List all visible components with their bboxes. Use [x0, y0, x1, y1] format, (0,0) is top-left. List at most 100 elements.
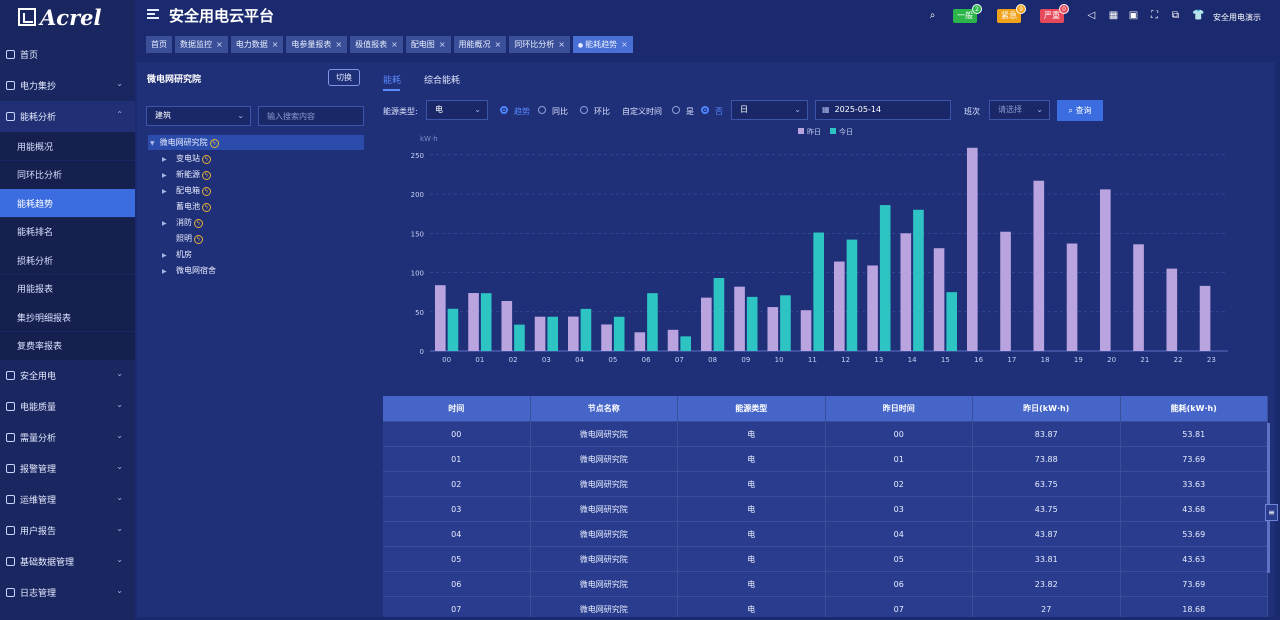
table-row[interactable]: 03 微电网研究院电 03 43.75 43.68 [383, 497, 1268, 522]
tab[interactable]: 电力数据 × [230, 36, 284, 53]
close-icon[interactable]: × [271, 40, 279, 49]
table-row[interactable]: 04 微电网研究院电 04 43.87 53.69 [383, 522, 1268, 547]
sidebar-item[interactable]: 安全用电 ⌄ [0, 360, 135, 391]
tab[interactable]: 极值报表 × [350, 36, 403, 53]
sidebar-item[interactable]: 电能质量 ⌄ [0, 391, 135, 422]
custom-time-radio[interactable] [701, 106, 709, 114]
tree-node[interactable]: 照明 ϟ [162, 231, 203, 246]
tab[interactable]: 用能概况 × [453, 36, 507, 53]
column-header[interactable]: 昨日(kW·h) [973, 396, 1121, 421]
sidebar-item-power[interactable]: 电力集抄 ⌄ [0, 70, 135, 101]
bar-yesterday [667, 329, 679, 351]
close-icon[interactable]: × [494, 40, 502, 49]
period-select[interactable]: 日 ⌄ [731, 100, 808, 120]
sidebar-item-home[interactable]: 首页 [0, 39, 135, 70]
sidebar-item[interactable]: 运维管理 ⌄ [0, 484, 135, 515]
sidebar-subitem[interactable]: 复费率报表 [0, 331, 135, 360]
theme-shirt-icon[interactable]: 👕 [1192, 10, 1205, 21]
energy-type-select[interactable]: 电 ⌄ [426, 100, 488, 120]
tree-node-label: 微电网宿舍 [176, 266, 216, 275]
x-tick-label: 11 [808, 356, 817, 364]
tree-node[interactable]: 蓄电池 ϟ [162, 199, 211, 214]
sidebar-subitem[interactable]: 能耗趋势 [0, 189, 135, 217]
close-icon[interactable]: × [391, 40, 398, 49]
table-row[interactable]: 01 微电网研究院电 01 73.88 73.69 [383, 447, 1268, 472]
query-button[interactable]: ⌕ 查询 [1057, 100, 1103, 121]
mode-radio[interactable] [538, 106, 546, 114]
tree-node[interactable]: ▶ 配电箱 ϟ [162, 183, 211, 198]
sidebar-item[interactable]: 日志管理 ⌄ [0, 577, 135, 608]
tree-node[interactable]: ▶ 变电站 ϟ [162, 151, 211, 166]
table-row[interactable]: 07 微电网研究院电 07 27 18.68 [383, 597, 1268, 617]
tree-root-node[interactable]: ▼ 微电网研究院 ϟ [148, 135, 364, 150]
tab[interactable]: 配电图 × [405, 36, 451, 53]
mode-radio-label: 趋势 [514, 107, 530, 116]
x-tick-label: 13 [874, 356, 883, 364]
legend-label: 今日 [839, 127, 853, 136]
sidebar-subitem[interactable]: 损耗分析 [0, 246, 135, 274]
shift-select[interactable]: 请选择 ⌄ [989, 100, 1050, 120]
tab[interactable]: 同环比分析 × [509, 36, 570, 53]
table-row[interactable]: 00 微电网研究院电 00 83.87 53.81 [383, 422, 1268, 447]
tab-energy[interactable]: 能耗 [383, 76, 402, 86]
tab[interactable]: 数据监控 × [175, 36, 228, 53]
energy-trend-chart: kW·h 0 50 100 150 200 250 00 01 02 03 04 05 06 07 08 09 1… [411, 127, 1228, 364]
mute-icon[interactable]: ◁ [1087, 10, 1096, 21]
mode-radio[interactable] [500, 106, 508, 114]
sidebar-subitem[interactable]: 用能概况 [0, 132, 135, 160]
table-row[interactable]: 05 微电网研究院电 05 33.81 43.63 [383, 547, 1268, 572]
table-cell: 04 [383, 522, 531, 546]
tree-node[interactable]: ▶ 消防 ϟ [162, 215, 203, 230]
close-icon[interactable]: × [335, 40, 343, 49]
bolt-icon: ϟ [202, 203, 211, 212]
tab[interactable]: 电参量报表 × [286, 36, 348, 53]
close-icon[interactable]: × [621, 40, 628, 49]
grid-icon[interactable]: ▦ [1108, 10, 1119, 21]
close-icon[interactable]: × [438, 40, 446, 49]
custom-time-radio[interactable] [672, 106, 680, 114]
video-icon[interactable]: ▣ [1128, 10, 1139, 21]
column-header[interactable]: 昨日时间 [826, 396, 973, 421]
sidebar-item[interactable]: 需量分析 ⌄ [0, 422, 135, 453]
mode-radio[interactable] [580, 106, 588, 114]
tree-node[interactable]: ▶ 机房 [162, 247, 192, 262]
tab[interactable]: 首页 [146, 36, 172, 53]
alert-badge[interactable]: 严重 0 [1040, 4, 1069, 23]
switch-button[interactable]: 切换 [328, 69, 360, 86]
user-name[interactable]: 安全用电演示 [1213, 13, 1261, 22]
tree-node[interactable]: ▶ 新能源 ϟ [162, 167, 211, 182]
fullscreen-icon[interactable]: ⛶ [1151, 10, 1158, 21]
table-row[interactable]: 06 微电网研究院电 06 23.82 73.69 [383, 572, 1268, 597]
sidebar-item[interactable]: 用户报告 ⌄ [0, 515, 135, 546]
sidebar-item-energy[interactable]: 能耗分析 ⌃ [0, 101, 135, 132]
tree-node[interactable]: ▶ 微电网宿舍 [162, 263, 216, 278]
table-scrollbar[interactable] [1267, 423, 1270, 573]
tree-search-input[interactable] [258, 106, 364, 126]
sidebar-subitem[interactable]: 集抄明细报表 [0, 303, 135, 331]
translate-icon[interactable]: ⧉ [1171, 10, 1180, 21]
tab[interactable]: ● 能耗趋势 × [572, 36, 633, 53]
column-header[interactable]: 能耗(kW·h) [1121, 396, 1268, 421]
menu-toggle-icon[interactable] [147, 9, 159, 20]
column-header[interactable]: 节点名称 [531, 396, 678, 421]
sidebar-subitem[interactable]: 同环比分析 [0, 160, 135, 189]
close-icon[interactable]: × [216, 40, 223, 49]
alert-badge[interactable]: 一般 2 [953, 4, 982, 23]
table-cell: 43.68 [1121, 497, 1268, 521]
sidebar-subitem[interactable]: 能耗排名 [0, 217, 135, 246]
side-panel-toggle-icon[interactable]: ≡ [1265, 504, 1278, 521]
sidebar-subitem[interactable]: 用能报表 [0, 274, 135, 303]
column-header[interactable]: 时间 [383, 396, 531, 421]
alert-badge[interactable]: 紧急 9 [997, 4, 1026, 23]
date-picker[interactable]: ▦ 2025-05-14 [815, 100, 951, 120]
building-select[interactable]: 建筑 ⌄ [146, 106, 251, 126]
column-header[interactable]: 能源类型 [678, 396, 826, 421]
table-row[interactable]: 02 微电网研究院电 02 63.75 33.63 [383, 472, 1268, 497]
tab-label: 同环比分析 [514, 40, 555, 49]
tab-comprehensive-energy[interactable]: 综合能耗 [424, 76, 461, 86]
tab-label: 电参量报表 [291, 40, 332, 49]
close-icon[interactable]: × [558, 40, 565, 49]
sidebar-item[interactable]: 报警管理 ⌄ [0, 453, 135, 484]
search-icon[interactable]: ⌕ [929, 10, 936, 21]
sidebar-item[interactable]: 基础数据管理 ⌄ [0, 546, 135, 577]
